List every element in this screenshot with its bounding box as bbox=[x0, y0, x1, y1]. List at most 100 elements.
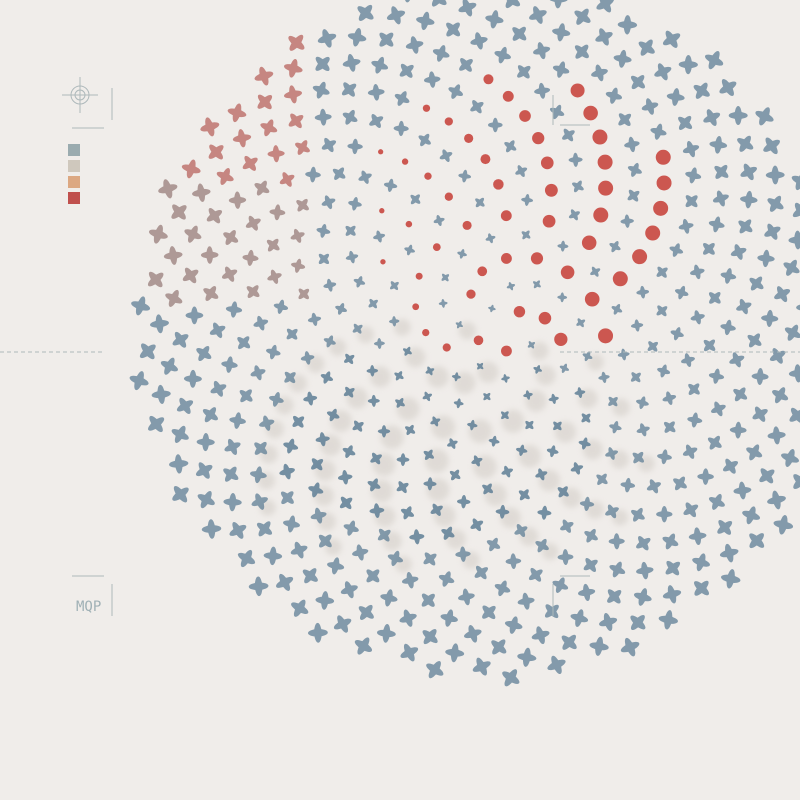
cross-arm bbox=[153, 224, 163, 244]
cross-arm bbox=[654, 123, 663, 140]
cross-mark bbox=[525, 420, 534, 430]
cross-mark bbox=[707, 435, 722, 450]
cross-arm bbox=[515, 167, 528, 175]
cross-arm bbox=[746, 506, 756, 525]
cross-arm bbox=[459, 249, 465, 259]
cross-arm bbox=[169, 460, 189, 468]
cross-arm bbox=[793, 474, 800, 490]
cross-mark bbox=[369, 114, 384, 128]
cross-mark bbox=[344, 353, 355, 365]
cross-mark bbox=[311, 458, 324, 471]
cross-mark bbox=[582, 351, 593, 362]
cross-arm bbox=[238, 336, 250, 350]
cross-arm bbox=[531, 630, 550, 640]
cross-mark bbox=[682, 444, 698, 459]
cross-arm bbox=[647, 341, 659, 351]
cross-mark bbox=[765, 165, 785, 185]
cross-mark bbox=[227, 103, 247, 123]
cross-arm bbox=[229, 524, 247, 536]
cross-arm bbox=[208, 145, 224, 159]
cross-mark bbox=[151, 384, 171, 404]
cross-mark bbox=[367, 478, 381, 492]
cross-mark bbox=[343, 520, 359, 536]
cross-arm bbox=[568, 211, 580, 219]
cross-arm bbox=[656, 306, 668, 316]
cross-mark bbox=[548, 0, 569, 9]
cross-mark bbox=[483, 392, 491, 401]
cross-mark bbox=[393, 120, 409, 137]
cross-mark bbox=[279, 172, 295, 187]
cross-arm bbox=[485, 235, 496, 241]
cross-arm bbox=[250, 369, 266, 377]
cross-arm bbox=[674, 476, 686, 491]
cross-mark bbox=[517, 65, 531, 79]
cross-arm bbox=[253, 319, 269, 327]
cross-arm bbox=[316, 81, 326, 99]
cross-arm bbox=[717, 521, 733, 534]
red-dot bbox=[483, 74, 494, 85]
cross-arm bbox=[276, 576, 294, 588]
swatch bbox=[68, 192, 80, 204]
cross-mark bbox=[624, 136, 640, 153]
cross-arm bbox=[788, 236, 800, 244]
cross-mark bbox=[516, 444, 528, 456]
cross-mark bbox=[295, 140, 310, 155]
cross-mark bbox=[517, 647, 537, 667]
cross-arm bbox=[537, 538, 547, 553]
cross-arm bbox=[387, 178, 394, 193]
cross-mark bbox=[474, 565, 489, 580]
cross-mark bbox=[749, 533, 765, 549]
cross-arm bbox=[745, 190, 753, 209]
cross-arm bbox=[158, 184, 178, 194]
cross-mark bbox=[457, 249, 467, 259]
cross-arm bbox=[405, 41, 424, 49]
cross-mark bbox=[630, 75, 646, 90]
red-dot bbox=[612, 271, 628, 287]
cross-mark bbox=[596, 473, 608, 485]
cross-arm bbox=[232, 134, 252, 143]
cross-mark bbox=[148, 224, 168, 244]
cross-mark bbox=[150, 314, 169, 334]
cross-arm bbox=[483, 483, 492, 495]
cross-arm bbox=[769, 350, 786, 362]
cross-arm bbox=[379, 32, 394, 47]
cross-arm bbox=[294, 258, 302, 273]
cross-arm bbox=[719, 81, 737, 94]
cross-arm bbox=[224, 442, 241, 452]
cross-mark bbox=[605, 504, 619, 519]
cross-arm bbox=[558, 486, 568, 498]
cross-arm bbox=[767, 431, 786, 439]
cross-mark bbox=[711, 401, 726, 417]
cross-arm bbox=[498, 46, 507, 64]
cross-arm bbox=[225, 230, 236, 245]
cross-mark bbox=[576, 318, 586, 328]
cross-mark bbox=[448, 84, 463, 99]
cross-arm bbox=[464, 629, 482, 639]
cross-arm bbox=[297, 140, 308, 155]
cross-mark bbox=[562, 128, 575, 142]
cross-mark bbox=[740, 163, 757, 181]
cross-arm bbox=[385, 589, 393, 607]
cross-arm bbox=[470, 419, 475, 431]
cross-arm bbox=[343, 388, 355, 397]
cross-arm bbox=[685, 195, 698, 208]
cross-mark bbox=[183, 369, 202, 388]
cross-arm bbox=[329, 408, 337, 422]
cross-arm bbox=[583, 559, 598, 571]
cross-mark bbox=[160, 357, 178, 375]
cross-mark bbox=[283, 85, 303, 104]
cross-arm bbox=[722, 460, 739, 472]
cross-mark bbox=[533, 42, 551, 60]
cross-mark bbox=[284, 59, 303, 78]
cross-arm bbox=[560, 240, 566, 252]
cross-arm bbox=[734, 105, 742, 126]
cross-arm bbox=[373, 341, 385, 346]
cross-arm bbox=[598, 375, 610, 380]
cross-mark bbox=[527, 341, 536, 349]
cross-mark bbox=[455, 546, 471, 562]
cross-mark bbox=[318, 534, 332, 548]
cross-arm bbox=[678, 115, 692, 130]
cross-mark bbox=[485, 233, 496, 244]
cross-mark bbox=[315, 56, 330, 72]
cross-arm bbox=[264, 119, 274, 137]
